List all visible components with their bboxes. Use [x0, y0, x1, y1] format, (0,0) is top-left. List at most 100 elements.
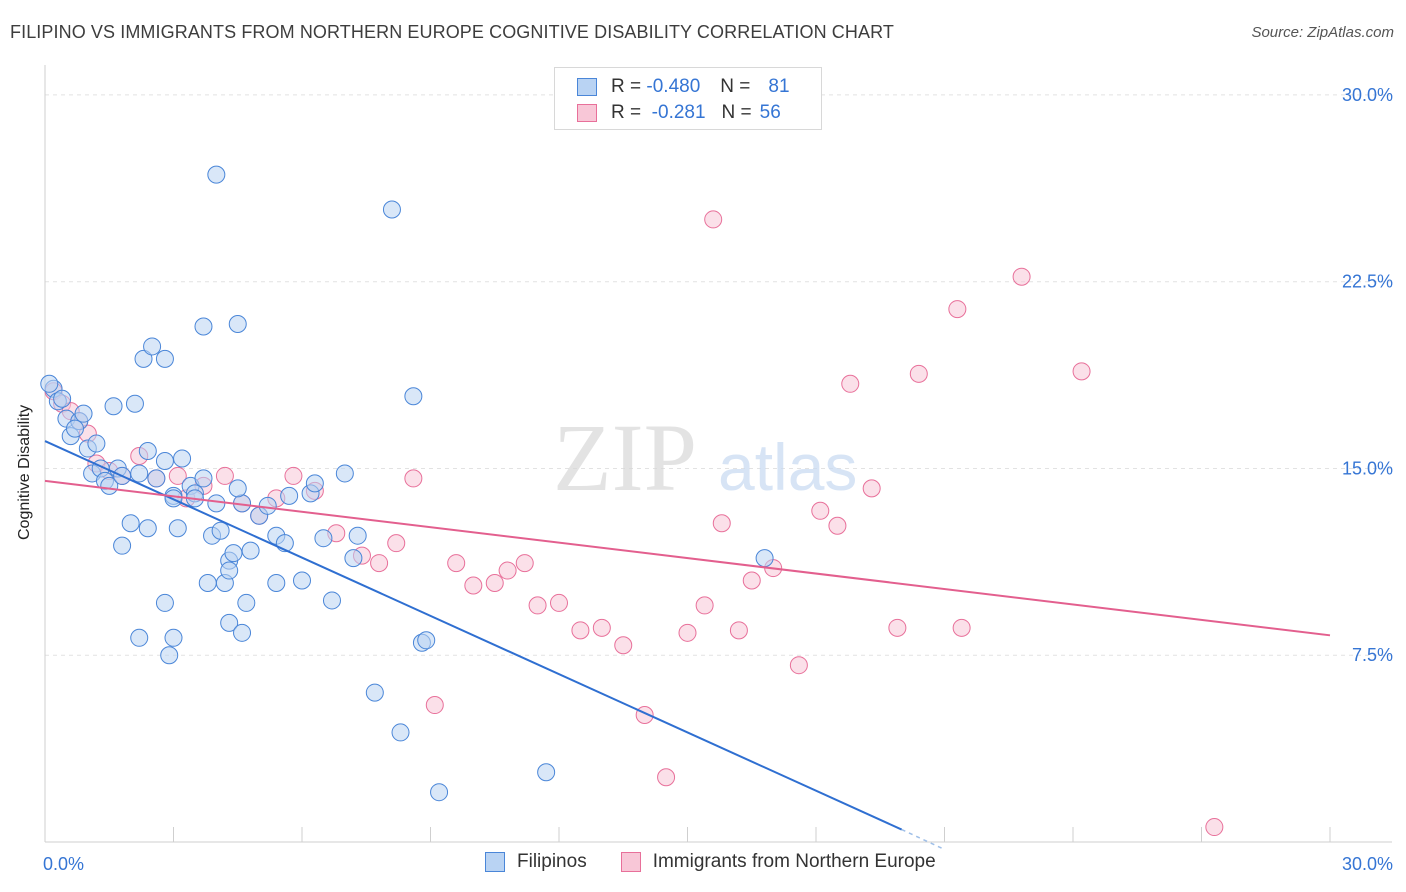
y-tick-label: 15.0%	[1342, 458, 1393, 478]
filipinos-point	[233, 623, 252, 642]
filipinos-point	[344, 549, 363, 568]
filipinos-point	[155, 593, 174, 612]
filipinos-point	[293, 571, 311, 590]
northern-europe-point	[948, 300, 967, 319]
legend-n-label: N =	[720, 76, 751, 97]
filipinos-point	[228, 479, 247, 498]
filipinos-point	[147, 469, 166, 488]
northern-europe-point	[168, 466, 187, 485]
filipinos-point	[194, 317, 213, 336]
filipinos-point	[87, 434, 106, 453]
filipinos-point	[134, 349, 153, 368]
filipinos-point	[74, 404, 93, 423]
filipinos-point	[155, 451, 174, 470]
filipinos-point	[237, 593, 256, 612]
filipinos-point	[104, 397, 123, 416]
x-tick-label: 0.0%	[43, 854, 84, 874]
northern-europe-point	[742, 571, 761, 590]
filipinos-point	[211, 521, 230, 540]
legend-n-label: N =	[721, 102, 752, 123]
legend-swatch-northern-europe	[577, 104, 597, 122]
legend-row-filipinos: R = -0.480 N = 81	[577, 74, 790, 100]
northern-europe-point	[592, 618, 611, 637]
filipinos-point	[417, 631, 436, 650]
filipinos-point	[537, 763, 556, 782]
y-axis-label: Cognitive Disability	[16, 404, 33, 540]
filipinos-point	[160, 646, 179, 665]
filipinos-point	[382, 200, 401, 219]
filipinos-point	[220, 561, 239, 580]
filipinos-point	[755, 549, 774, 568]
filipinos-point	[113, 536, 132, 555]
legend-r-label: R =	[611, 102, 642, 123]
filipinos-point	[138, 519, 157, 538]
filipinos-point	[224, 544, 243, 563]
northern-europe-point	[571, 621, 590, 640]
northern-europe-point	[789, 656, 808, 675]
northern-europe-point	[464, 576, 483, 595]
filipinos-point	[220, 613, 239, 632]
northern-europe-point	[862, 479, 881, 498]
northern-europe-point	[888, 618, 907, 637]
filipinos-point	[335, 464, 354, 483]
filipinos-trend-extension	[901, 828, 945, 851]
northern-europe-point	[828, 516, 847, 535]
northern-europe-point	[909, 364, 928, 383]
northern-europe-point	[1205, 818, 1224, 837]
northern-europe-point	[811, 501, 830, 520]
y-tick-label: 7.5%	[1352, 645, 1393, 665]
legend-n-value: 56	[759, 102, 781, 123]
northern-europe-point	[729, 621, 748, 640]
filipinos-trend-line	[44, 440, 903, 831]
northern-europe-point	[550, 593, 568, 612]
filipinos-point	[280, 486, 299, 505]
northern-europe-point	[712, 514, 731, 533]
trend-lines	[44, 440, 1331, 851]
filipinos-point	[198, 574, 217, 593]
filipinos-point	[228, 315, 247, 334]
filipinos-point	[164, 628, 183, 647]
northern-europe-point	[370, 554, 389, 573]
filipinos-point	[430, 783, 449, 802]
filipinos-point	[322, 591, 341, 610]
filipinos-point	[258, 496, 277, 515]
legend-row-northern-europe: R = -0.281 N = 56	[577, 100, 781, 126]
northern-europe-point	[215, 466, 234, 485]
filipinos-point	[194, 469, 213, 488]
tick-labels: 30.0% 22.5% 15.0% 7.5% 0.0% 30.0%	[43, 85, 1393, 874]
legend-swatch-northern-europe	[620, 852, 641, 872]
gridlines	[45, 94, 1392, 656]
y-tick-label: 30.0%	[1342, 85, 1393, 105]
northern-europe-point	[425, 696, 444, 715]
filipinos-point	[207, 494, 226, 513]
northern-europe-point	[515, 554, 534, 573]
watermark-atlas: atlas	[718, 430, 857, 504]
northern-europe-point	[1072, 362, 1091, 381]
legend-label-northern-europe: Immigrants from Northern Europe	[652, 851, 936, 872]
filipinos-point	[348, 526, 367, 545]
legend-r-value: -0.281	[651, 102, 706, 123]
filipinos-point	[168, 519, 187, 538]
northern-europe-point	[498, 561, 517, 580]
filipinos-point	[404, 387, 423, 406]
legend-label-filipinos: Filipinos	[517, 851, 587, 872]
axes	[44, 65, 1392, 843]
northern-europe-point	[447, 554, 466, 573]
filipinos-point	[305, 474, 324, 493]
filipinos-point	[65, 419, 84, 438]
filipinos-point	[138, 442, 157, 461]
northern-europe-point	[485, 574, 504, 593]
northern-europe-point	[404, 469, 423, 488]
legend-item-northern-europe: Immigrants from Northern Europe	[620, 851, 936, 873]
y-tick-label: 22.5%	[1342, 272, 1393, 292]
filipinos-point	[314, 529, 333, 548]
northern-europe-point	[695, 596, 714, 615]
northern-europe-point	[284, 466, 303, 485]
series-legend: Filipinos Immigrants from Northern Europ…	[485, 851, 970, 873]
x-tick-label: 30.0%	[1342, 854, 1393, 874]
watermark: ZIP atlas	[553, 404, 857, 511]
northern-europe-point	[387, 534, 406, 553]
legend-r-label: R =	[611, 76, 642, 97]
northern-europe-trend-line	[44, 479, 1331, 637]
